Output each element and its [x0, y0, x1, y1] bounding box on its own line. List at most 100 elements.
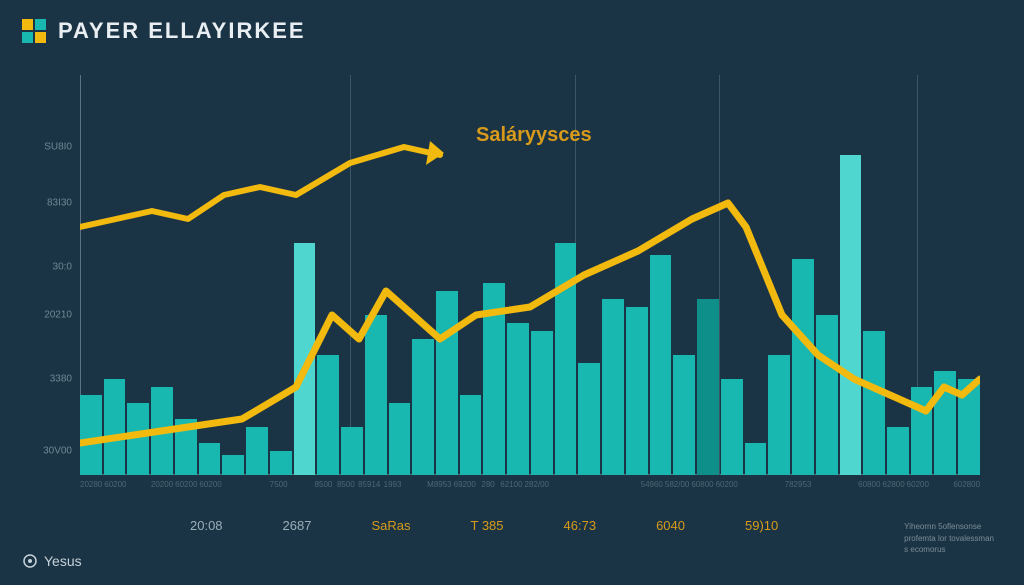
footer-note-line: Yiheornn 5oflensonse — [904, 521, 994, 532]
summary-label: 6040 — [656, 518, 685, 533]
bar — [816, 315, 838, 475]
summary-label: 20:08 — [190, 518, 223, 533]
x-tick-label — [573, 480, 593, 489]
y-tick-label: SU8I0 — [44, 142, 72, 153]
x-tick-label: 20200 — [151, 480, 173, 489]
bar — [151, 387, 173, 475]
chart-page: PAYER ELLAYIRKEE SU8I083I3030:0202103380… — [0, 0, 1024, 585]
page-title: PAYER ELLAYIRKEE — [58, 18, 306, 44]
x-tick-label — [931, 480, 951, 489]
summary-label: T 385 — [471, 518, 504, 533]
x-tick-label: 282/00 — [525, 480, 549, 489]
y-tick-label: 3380 — [50, 374, 72, 385]
bar — [697, 299, 719, 475]
logo-icon — [22, 19, 46, 43]
bar — [460, 395, 482, 475]
x-tick-label: 60200 — [199, 480, 221, 489]
bar — [840, 155, 862, 475]
bar — [958, 379, 980, 475]
x-tick-label: 54960 — [641, 480, 663, 489]
x-tick-label — [762, 480, 782, 489]
bar — [555, 243, 577, 475]
x-tick-label — [740, 480, 760, 489]
bar — [222, 455, 244, 475]
x-tick-label: 582/00 — [665, 480, 689, 489]
y-tick-label: 30V00 — [43, 446, 72, 457]
bar — [199, 443, 221, 475]
bar — [768, 355, 790, 475]
footer-note-line: profemta lor tovalessman — [904, 533, 994, 544]
bar — [270, 451, 292, 475]
x-tick-label: 782953 — [785, 480, 812, 489]
x-tick-label — [551, 480, 571, 489]
x-tick-label — [246, 480, 266, 489]
x-tick-label: 62800 — [882, 480, 904, 489]
x-tick-label — [224, 480, 244, 489]
bar — [863, 331, 885, 475]
x-tick-label: 60200 — [104, 480, 126, 489]
header: PAYER ELLAYIRKEE — [22, 18, 306, 44]
x-tick-label: 60200 — [175, 480, 197, 489]
bar — [389, 403, 411, 475]
bar — [745, 443, 767, 475]
x-tick-label — [291, 480, 311, 489]
bar — [578, 363, 600, 475]
y-tick-label: 30:0 — [53, 262, 72, 273]
x-tick-label: 280 — [478, 480, 498, 489]
x-tick-label — [596, 480, 616, 489]
summary-label: SaRas — [371, 518, 410, 533]
bar — [887, 427, 909, 475]
bar — [317, 355, 339, 475]
chart-area: SU8I083I3030:020210338030V00 Saláryysces — [80, 75, 980, 475]
footer-note: Yiheornn 5oflensonseprofemta lor tovales… — [904, 521, 994, 555]
bar — [80, 395, 102, 475]
x-tick-label: 85914 — [358, 480, 380, 489]
x-ticks: 2028060200202006020060200750085008500859… — [80, 480, 980, 489]
x-tick-label: 8500 — [313, 480, 333, 489]
bar — [650, 255, 672, 475]
summary-labels: 20:082687SaRasT 38546:73604059)10 — [190, 518, 778, 533]
footer-brand-text: Yesus — [44, 553, 82, 569]
bar — [127, 403, 149, 475]
bar — [934, 371, 956, 475]
bar — [531, 331, 553, 475]
y-tick-label: 83I30 — [47, 198, 72, 209]
summary-label: 59)10 — [745, 518, 778, 533]
x-tick-label: 60800 — [691, 480, 713, 489]
x-tick-label: 60200 — [716, 480, 738, 489]
footer-brand: Yesus — [22, 553, 82, 569]
x-tick-label: 8500 — [336, 480, 356, 489]
bar — [507, 323, 529, 475]
bar — [365, 315, 387, 475]
bar — [792, 259, 814, 475]
x-tick-label: 1993 — [382, 480, 402, 489]
x-tick-label: M8953 — [427, 480, 451, 489]
bar — [911, 387, 933, 475]
bar — [104, 379, 126, 475]
x-tick-label — [405, 480, 425, 489]
x-tick-label: 60800 — [858, 480, 880, 489]
bar — [246, 427, 268, 475]
bar — [626, 307, 648, 475]
x-tick-label: 60200 — [907, 480, 929, 489]
bar — [483, 283, 505, 475]
x-tick-label: 62100 — [500, 480, 522, 489]
x-tick-label — [836, 480, 856, 489]
x-tick-label: 69200 — [454, 480, 476, 489]
x-tick-label: 20280 — [80, 480, 102, 489]
bar — [341, 427, 363, 475]
x-tick-label: 602800 — [953, 480, 980, 489]
bar — [602, 299, 624, 475]
bar — [412, 339, 434, 475]
x-tick-label — [618, 480, 638, 489]
bar — [294, 243, 316, 475]
bar — [175, 419, 197, 475]
summary-label: 46:73 — [564, 518, 597, 533]
series-label: Saláryysces — [476, 124, 592, 147]
x-tick-label — [129, 480, 149, 489]
bar — [436, 291, 458, 475]
footer-note-line: s ecomorus — [904, 544, 994, 555]
y-tick-label: 20210 — [44, 310, 72, 321]
x-tick-label: 7500 — [268, 480, 288, 489]
x-tick-label — [813, 480, 833, 489]
